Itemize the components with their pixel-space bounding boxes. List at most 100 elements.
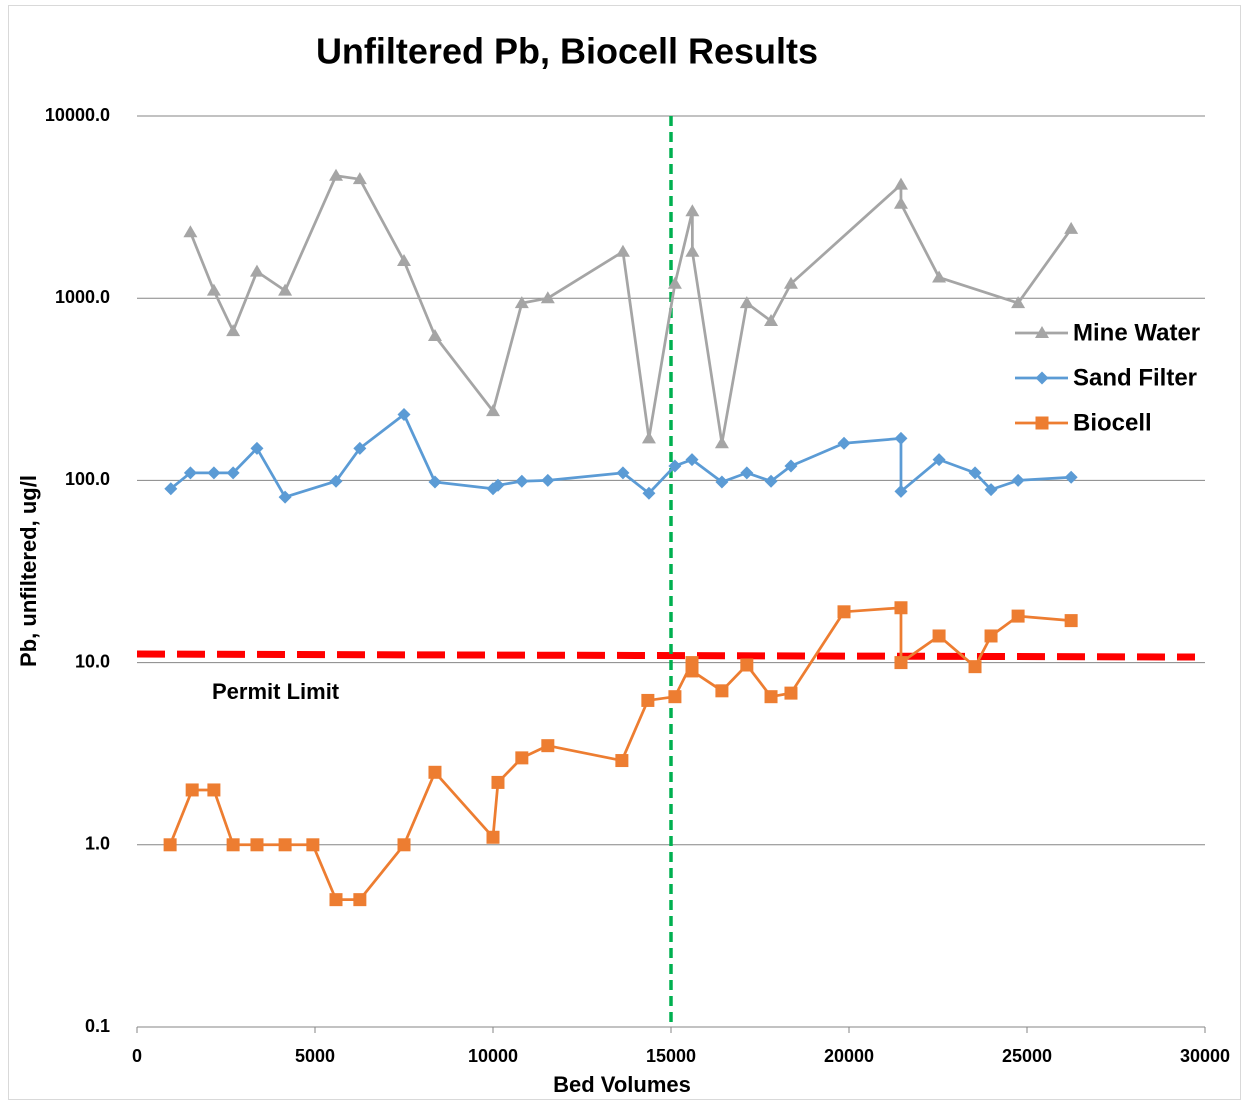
marker — [515, 474, 529, 488]
marker — [541, 739, 555, 753]
x-tick-label: 5000 — [295, 1046, 335, 1066]
marker — [784, 686, 798, 700]
x-tick-label: 30000 — [1180, 1046, 1230, 1066]
marker — [642, 486, 656, 500]
marker — [668, 690, 682, 704]
marker — [685, 664, 699, 678]
marker — [740, 466, 754, 480]
marker — [491, 478, 505, 492]
marker — [837, 605, 851, 619]
marker — [1011, 296, 1026, 309]
x-tick-label: 0 — [132, 1046, 142, 1066]
marker — [1011, 473, 1025, 487]
x-tick-label: 10000 — [468, 1046, 518, 1066]
marker — [1064, 614, 1078, 628]
marker — [329, 168, 344, 181]
marker — [894, 484, 908, 498]
marker — [616, 466, 630, 480]
series-line — [169, 413, 1072, 499]
marker — [968, 660, 982, 674]
marker — [641, 693, 655, 707]
marker — [740, 658, 754, 672]
marker — [932, 453, 946, 467]
marker — [397, 407, 411, 421]
marker — [893, 177, 908, 190]
marker — [932, 270, 947, 283]
x-tick-label: 20000 — [824, 1046, 874, 1066]
marker — [250, 441, 264, 455]
marker — [968, 466, 982, 480]
marker — [352, 172, 367, 185]
marker — [641, 431, 656, 444]
marker — [486, 482, 500, 496]
legend-label: Biocell — [1073, 409, 1152, 436]
marker — [397, 838, 411, 852]
marker — [353, 893, 367, 907]
y-tick-label: 1000.0 — [55, 287, 110, 307]
marker — [207, 783, 221, 797]
marker — [183, 466, 197, 480]
marker — [515, 751, 529, 765]
marker — [984, 629, 998, 643]
marker — [306, 838, 320, 852]
marker — [932, 629, 946, 643]
marker — [1011, 609, 1025, 623]
marker — [715, 684, 729, 698]
marker — [540, 291, 555, 304]
marker — [278, 490, 292, 504]
marker — [226, 324, 241, 337]
marker — [615, 754, 629, 768]
marker — [491, 775, 505, 789]
marker — [685, 453, 699, 467]
marker — [783, 276, 798, 289]
marker — [486, 404, 500, 417]
marker — [397, 254, 411, 267]
legend-label: Sand Filter — [1073, 364, 1197, 391]
marker — [667, 276, 682, 289]
marker — [668, 459, 682, 473]
marker — [249, 264, 264, 277]
marker — [837, 436, 851, 450]
marker — [163, 838, 177, 852]
marker — [894, 656, 908, 670]
legend-marker — [1035, 326, 1049, 338]
marker — [764, 690, 778, 704]
x-tick-label: 15000 — [646, 1046, 696, 1066]
legend-marker — [1035, 416, 1049, 430]
marker — [428, 475, 442, 489]
marker — [894, 601, 908, 615]
marker — [226, 838, 240, 852]
marker — [1064, 221, 1079, 234]
marker — [894, 431, 908, 445]
marker — [226, 466, 240, 480]
marker — [206, 283, 221, 296]
marker — [984, 483, 998, 497]
marker — [486, 830, 500, 844]
marker — [185, 783, 199, 797]
marker — [353, 441, 367, 455]
marker — [278, 838, 292, 852]
y-tick-label: 1.0 — [85, 834, 110, 854]
marker — [250, 838, 264, 852]
marker — [329, 893, 343, 907]
marker — [329, 474, 343, 488]
permit-limit-line — [136, 650, 1196, 661]
y-tick-label: 10.0 — [75, 651, 110, 671]
marker — [739, 296, 754, 309]
series-line — [189, 174, 1073, 445]
marker — [278, 283, 293, 296]
marker — [893, 196, 908, 209]
y-tick-label: 100.0 — [65, 469, 110, 489]
marker — [714, 436, 729, 449]
marker — [514, 296, 529, 309]
y-tick-label: 10000.0 — [45, 105, 110, 125]
marker — [428, 765, 442, 779]
permit-limit-label: Permit Limit — [212, 679, 340, 704]
x-axis-label: Bed Volumes — [553, 1072, 691, 1097]
marker — [207, 466, 221, 480]
marker — [427, 329, 442, 342]
marker — [764, 474, 778, 488]
marker — [715, 475, 729, 489]
marker — [615, 244, 630, 257]
